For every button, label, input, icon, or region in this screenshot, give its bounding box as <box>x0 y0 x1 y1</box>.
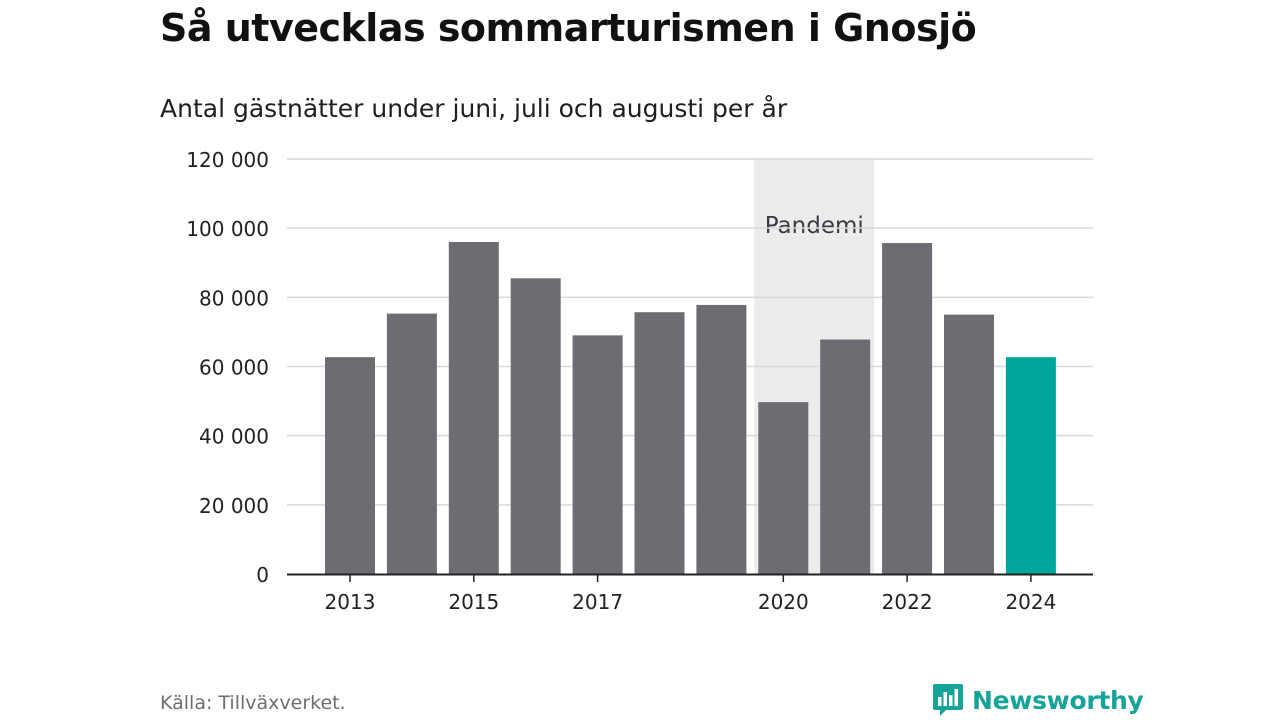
bar-2013 <box>325 357 375 574</box>
y-tick-label: 100 000 <box>186 217 269 241</box>
y-tick-label: 0 <box>256 563 269 587</box>
y-tick-label: 120 000 <box>186 148 269 172</box>
bar-2016 <box>510 278 561 574</box>
bar-2022 <box>882 243 933 574</box>
x-tick-label: 2015 <box>448 590 499 614</box>
bar-2018 <box>634 312 685 574</box>
y-tick-label: 80 000 <box>199 286 269 310</box>
chart-subtitle: Antal gästnätter under juni, juli och au… <box>160 94 788 123</box>
bar-chart: Pandemi 0 20 000 40 000 60 000 80 000 100 000 1… <box>186 148 1093 614</box>
brand-name: Newsworthy <box>972 685 1144 715</box>
y-tick-label: 20 000 <box>199 494 269 518</box>
y-tick-label: 60 000 <box>199 356 269 380</box>
pandemic-label: Pandemi <box>765 213 864 239</box>
x-tick-label: 2024 <box>1005 590 1056 614</box>
bar-2024 <box>1005 357 1056 574</box>
newsworthy-logo-icon <box>933 684 963 716</box>
x-tick-label: 2017 <box>572 590 623 614</box>
x-tick-label: 2020 <box>758 590 809 614</box>
bar-2021 <box>820 339 871 574</box>
brand-logo: Newsworthy <box>932 682 1144 718</box>
bar-2015 <box>448 242 499 574</box>
bar-2014 <box>386 313 437 574</box>
source-note: Källa: Tillväxverket. <box>160 692 346 714</box>
bar-2017 <box>572 335 623 574</box>
bar-2019 <box>696 304 747 574</box>
y-tick-label: 40 000 <box>199 425 269 449</box>
chart-title: Så utvecklas sommarturismen i Gnosjö <box>160 6 977 50</box>
bar-2020 <box>758 402 809 574</box>
x-tick-label: 2013 <box>325 590 376 614</box>
x-tick-label: 2022 <box>882 590 933 614</box>
bar-2023 <box>944 314 994 574</box>
